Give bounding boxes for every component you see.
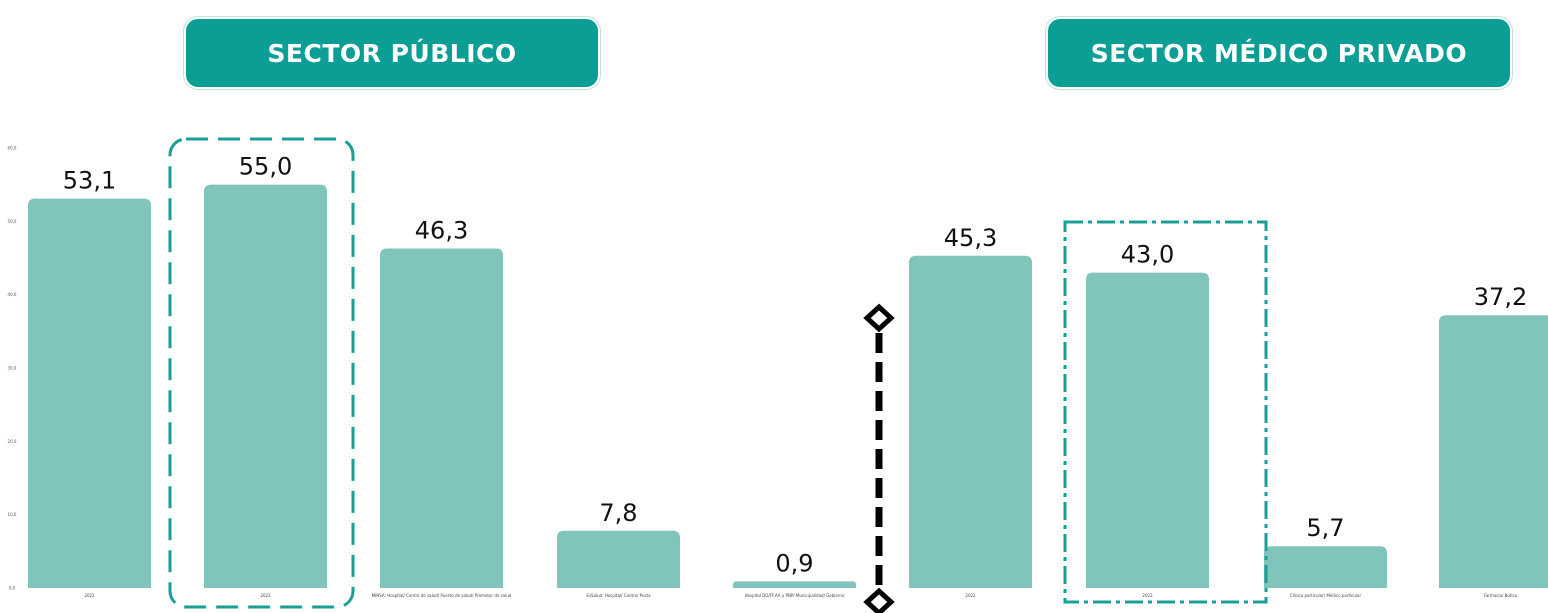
bar [380, 248, 503, 588]
data-label: 53,1 [63, 167, 116, 195]
category-label: Farmacia/ Botica [1484, 593, 1518, 598]
category-label: 2023 [1142, 593, 1153, 598]
y-tick-label: 20,0 [8, 439, 17, 444]
data-label: 5,7 [1306, 514, 1344, 542]
bar [909, 255, 1032, 589]
data-label: 0,9 [775, 549, 813, 577]
data-label: 37,2 [1474, 283, 1527, 311]
y-tick-label: 10,0 [8, 512, 17, 517]
y-tick-label: 30,0 [8, 366, 17, 371]
category-label: Hospital DO/FF.AA y PNP/ Municipalidad/ … [745, 593, 845, 598]
y-tick-label: 0,0 [9, 586, 16, 591]
category-label: EsSalud: Hospital/ Centro/ Posta [586, 593, 651, 598]
data-label: 55,0 [239, 153, 292, 181]
category-label: MINSA: Hospital/ Centro de salud/ Puesto… [372, 593, 512, 598]
category-label: 2023 [260, 593, 271, 598]
bar [1086, 272, 1209, 588]
divider-diamond-top [863, 303, 895, 333]
bar [1264, 546, 1387, 588]
bar [28, 198, 151, 588]
bar [1439, 315, 1548, 588]
bar [557, 530, 680, 588]
category-label: Clínica particular/ Médico particular [1290, 593, 1362, 598]
header-sector-privado: SECTOR MÉDICO PRIVADO [1048, 19, 1510, 87]
data-label: 46,3 [415, 216, 468, 244]
y-tick-label: 60,0 [8, 146, 17, 151]
bar [733, 581, 856, 588]
header-sector-publico: SECTOR PÚBLICO [186, 19, 598, 87]
category-label: 2022 [965, 593, 976, 598]
bar [204, 184, 327, 588]
category-label: 2022 [84, 593, 95, 598]
data-label: 45,3 [944, 224, 997, 252]
data-label: 7,8 [599, 499, 637, 527]
highlight-box-2023-public [168, 137, 355, 609]
data-label: 43,0 [1121, 241, 1174, 269]
y-tick-label: 50,0 [8, 219, 17, 224]
divider-diamond-bottom [863, 587, 895, 613]
y-tick-label: 40,0 [8, 292, 17, 297]
highlight-box-2023-private [1063, 220, 1268, 604]
